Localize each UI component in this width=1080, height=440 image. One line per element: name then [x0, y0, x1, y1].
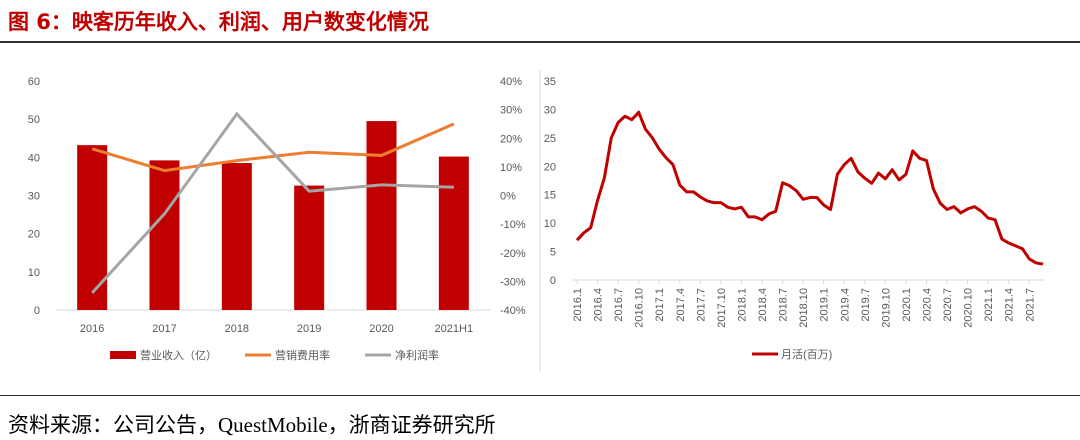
- x-tick-label: 2016.10: [634, 288, 646, 328]
- y-tick-label: 30: [28, 191, 40, 203]
- marketing-rate-line: [91, 122, 455, 173]
- y-tick-label: 5: [550, 247, 556, 259]
- y2-tick-label: 20%: [500, 133, 522, 145]
- x-tick-label: 2018.10: [798, 288, 810, 328]
- x-tick-label: 2018.4: [757, 288, 769, 322]
- x-tick-label: 2019: [297, 323, 321, 335]
- legend-label: 月活(百万): [781, 348, 832, 361]
- revenue-bar: [294, 185, 325, 310]
- x-tick-label: 2016.4: [593, 288, 605, 322]
- x-tick-label: 2021.4: [1004, 288, 1016, 322]
- revenue-profit-chart: 0 10 20 30 40 50 60 -40% -30% -20% -10% 0% 10% 20% 30%…: [28, 76, 526, 362]
- x-tick-label: 2018.1: [736, 288, 748, 322]
- figure-title: 图 6：映客历年收入、利润、用户数变化情况: [8, 10, 429, 34]
- y-tick-label: 50: [28, 114, 40, 126]
- x-tick-label: 2017.7: [695, 288, 707, 322]
- mau-chart: 0 5 10 15 20 25 30 35 2016.1 2016.4 2016.7 2016.10 2…: [544, 76, 1045, 361]
- x-tick-label: 2018: [225, 323, 249, 335]
- revenue-bar: [438, 156, 469, 310]
- y-tick-label: 10: [28, 267, 40, 279]
- source-note: 资料来源：公司公告，QuestMobile，浙商证券研究所: [8, 413, 496, 437]
- y2-tick-label: 30%: [500, 105, 522, 117]
- x-tick-label: 2021.1: [983, 288, 995, 322]
- y2-tick-label: -40%: [500, 305, 526, 317]
- x-tick-label: 2019.7: [860, 288, 872, 322]
- y-tick-label: 60: [28, 76, 40, 88]
- source-divider: [0, 395, 1080, 396]
- y-tick-label: 20: [28, 229, 40, 241]
- y2-tick-label: 0%: [500, 191, 516, 203]
- x-tick-label: 2018.7: [778, 288, 790, 322]
- x-tick-label: 2017.1: [654, 288, 666, 322]
- y-tick-label: 15: [544, 190, 556, 202]
- revenue-bar: [77, 145, 108, 310]
- y2-tick-label: 40%: [500, 76, 522, 88]
- y-tick-label: 0: [550, 275, 556, 287]
- legend-label: 营销费用率: [275, 348, 330, 362]
- revenue-bar: [149, 160, 180, 310]
- y-tick-label: 0: [34, 305, 40, 317]
- y-tick-label: 10: [544, 218, 556, 230]
- y-tick-label: 40: [28, 152, 40, 164]
- y2-tick-label: -10%: [500, 219, 526, 231]
- title-divider: [0, 41, 1080, 43]
- y2-tick-label: 10%: [500, 162, 522, 174]
- x-tick-label: 2019.4: [839, 288, 851, 322]
- x-tick-label: 2019.10: [880, 288, 892, 328]
- x-tick-label: 2016: [80, 323, 104, 335]
- net-margin-line: [91, 111, 454, 294]
- y-tick-label: 35: [544, 76, 556, 88]
- x-tick-label: 2020.4: [922, 288, 934, 322]
- legend-label: 营业收入（亿）: [140, 348, 217, 362]
- y-tick-label: 30: [544, 104, 556, 116]
- y2-tick-label: -30%: [500, 276, 526, 288]
- x-tick-label: 2016.7: [613, 288, 625, 322]
- charts-canvas: 0102030405060-40%-30%-20%-10%0%10%20%30%…: [28, 70, 1045, 372]
- legend-label: 净利润率: [395, 348, 439, 362]
- mau-line: [575, 110, 1044, 266]
- x-tick-label: 2020.10: [963, 288, 975, 328]
- y-tick-label: 25: [544, 133, 556, 145]
- x-tick-label: 2017.4: [675, 288, 687, 322]
- x-tick-label: 2020.7: [942, 288, 954, 322]
- x-tick-label: 2016.1: [572, 288, 584, 322]
- x-tick-label: 2017: [152, 323, 176, 335]
- x-tick-label: 2021H1: [435, 323, 474, 335]
- y-tick-label: 20: [544, 161, 556, 173]
- x-tick-label: 2017.10: [716, 288, 728, 328]
- y2-tick-label: -20%: [500, 248, 526, 260]
- revenue-bar: [221, 163, 252, 310]
- legend-swatch: [110, 351, 136, 359]
- x-tick-label: 2020: [369, 323, 393, 335]
- x-tick-label: 2021.7: [1024, 288, 1036, 322]
- x-tick-label: 2019.1: [819, 288, 831, 322]
- x-tick-label: 2020.1: [901, 288, 913, 322]
